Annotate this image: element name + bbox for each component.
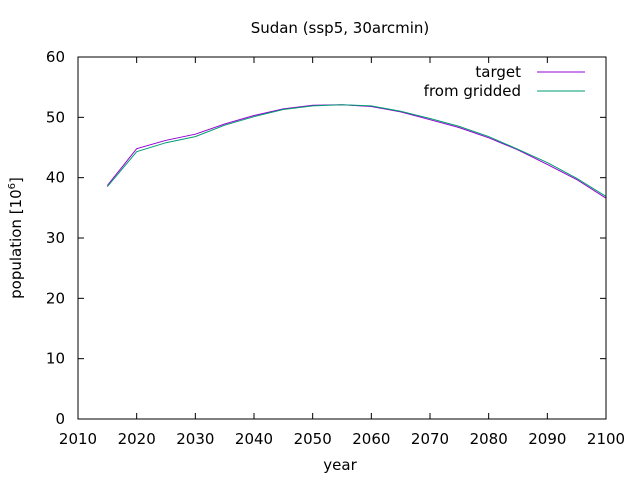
legend-label: target [475,63,521,81]
series-line-from-gridded [106,104,607,197]
y-axis-label-main: population [10 [7,189,25,299]
series-lines [106,104,607,199]
x-tick-label: 2080 [470,430,508,448]
series-line-target [106,104,607,199]
y-tick-label: 20 [46,289,65,307]
y-tick-label: 40 [46,169,65,187]
plot-frame [77,56,607,420]
x-tick-label: 2050 [294,430,332,448]
y-tick-label: 60 [46,48,65,66]
x-tick-label: 2010 [59,430,97,448]
x-tick-label: 2060 [352,430,390,448]
y-axis-label-superscript: 6 [7,183,18,189]
x-tick-labels: 2010 2020 2030 2040 2050 2060 2070 2080 2090 2100 [59,430,625,448]
y-tick-label: 10 [46,350,65,368]
axis-ticks [77,56,607,420]
x-tick-label: 2100 [587,430,625,448]
x-tick-label: 2030 [176,430,214,448]
x-axis-label: year [323,456,357,474]
x-tick-label: 2020 [118,430,156,448]
x-tick-label: 2040 [235,430,273,448]
y-axis-label-close: ] [7,177,25,183]
y-tick-label: 0 [55,410,65,428]
y-tick-label: 50 [46,108,65,126]
y-tick-label: 30 [46,229,65,247]
legend-label: from gridded [424,82,521,100]
x-tick-label: 2090 [528,430,566,448]
chart-title: Sudan (ssp5, 30arcmin) [251,19,430,37]
x-tick-label: 2070 [411,430,449,448]
y-axis-label: population [106] [7,177,25,299]
y-tick-labels: 0 10 20 30 40 50 60 [46,48,65,428]
